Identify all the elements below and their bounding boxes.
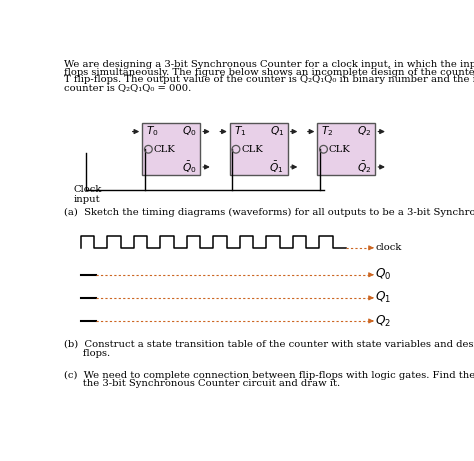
Text: $T_0$: $T_0$ — [146, 124, 159, 138]
Text: $Q_1$: $Q_1$ — [270, 124, 284, 138]
Bar — [142, 123, 201, 176]
Bar — [230, 123, 288, 176]
Text: We are designing a 3-bit Synchronous Counter for a clock input, in which the inp: We are designing a 3-bit Synchronous Cou… — [64, 60, 474, 69]
Text: flops simultaneously. The figure below shows an incomplete design of the counter: flops simultaneously. The figure below s… — [64, 68, 474, 77]
Text: $Q_0$: $Q_0$ — [375, 267, 392, 282]
Text: flops.: flops. — [64, 349, 110, 358]
Text: CLK: CLK — [329, 145, 351, 154]
Text: the 3-bit Synchronous Counter circuit and draw it.: the 3-bit Synchronous Counter circuit an… — [64, 379, 340, 389]
Text: $\bar{Q}_0$: $\bar{Q}_0$ — [182, 159, 196, 175]
Text: counter is Q₂Q₁Q₀ = 000.: counter is Q₂Q₁Q₀ = 000. — [64, 83, 191, 92]
Text: $Q_2$: $Q_2$ — [357, 124, 372, 138]
Text: $T_1$: $T_1$ — [234, 124, 246, 138]
Text: CLK: CLK — [241, 145, 263, 154]
Text: clock: clock — [375, 243, 402, 252]
Text: $\bar{Q}_2$: $\bar{Q}_2$ — [357, 159, 372, 175]
Text: (b)  Construct a state transition table of the counter with state variables and : (b) Construct a state transition table o… — [64, 340, 474, 349]
Text: $\bar{Q}_1$: $\bar{Q}_1$ — [270, 159, 284, 175]
Text: (a)  Sketch the timing diagrams (waveforms) for all outputs to be a 3-bit Synchr: (a) Sketch the timing diagrams (waveform… — [64, 208, 474, 217]
Text: $Q_1$: $Q_1$ — [375, 290, 392, 306]
Text: Clock
input: Clock input — [73, 185, 101, 204]
Text: CLK: CLK — [154, 145, 175, 154]
Text: T flip-flops. The output value of the counter is Q₂Q₁Q₀ in binary number and the: T flip-flops. The output value of the co… — [64, 75, 474, 84]
Text: (c)  We need to complete connection between flip-flops with logic gates. Find th: (c) We need to complete connection betwe… — [64, 371, 474, 380]
Bar — [317, 123, 375, 176]
Text: $Q_0$: $Q_0$ — [182, 124, 196, 138]
Text: $Q_2$: $Q_2$ — [375, 313, 392, 329]
Text: $T_2$: $T_2$ — [321, 124, 334, 138]
